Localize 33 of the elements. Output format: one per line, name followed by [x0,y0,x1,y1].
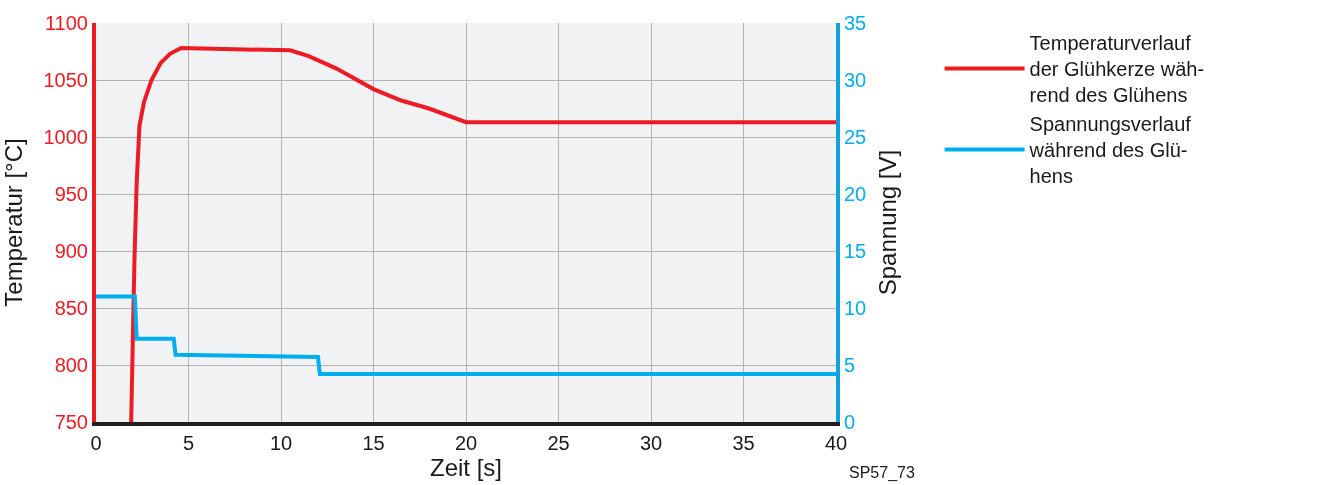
line-series [129,46,836,422]
x-tick-label: 30 [639,432,663,454]
x-axis-title: Zeit [s] [429,454,503,481]
y2-axis-title: Spannung [V] [874,149,902,296]
y2-tick-label: 30 [844,69,867,91]
y2-tick-label: 20 [844,183,867,205]
y2-tick-label: 0 [844,411,856,433]
x-tick-label: 5 [182,432,195,454]
legend-label: Temperaturverlauf der Glühkerze wäh- rend des Glühens [1029,32,1205,107]
y-tick-label: 800 [54,354,88,376]
x-tick-label: 35 [732,432,755,454]
text: SP57_73 [849,464,915,482]
x-tick-label: 15 [362,432,385,454]
y-tick-label: 1050 [43,69,88,91]
y-tick-label: 850 [54,297,88,319]
x-tick-label: 10 [269,432,293,454]
legend-label: Spannungsverlauf während des Glü- hens [1028,113,1192,188]
y2-tick-label: 15 [844,240,867,262]
y-axis-title: Temperatur [°C] [0,138,28,307]
x-tick-label: 25 [547,432,570,454]
y-tick-label: 1000 [43,126,88,148]
y-tick-label: 750 [54,411,88,433]
x-tick-label: 20 [454,432,478,454]
y2-tick-label: 35 [844,12,867,34]
x-tick-label: 40 [824,432,848,454]
y-tick-label: 900 [54,240,88,262]
y-tick-label: 950 [54,183,88,205]
y2-tick-label: 5 [844,354,856,376]
y2-tick-label: 10 [844,297,867,319]
y-tick-label: 1100 [44,12,88,34]
x-tick-label: 0 [90,432,102,454]
line-series [96,294,836,377]
y2-tick-label: 25 [844,126,867,148]
